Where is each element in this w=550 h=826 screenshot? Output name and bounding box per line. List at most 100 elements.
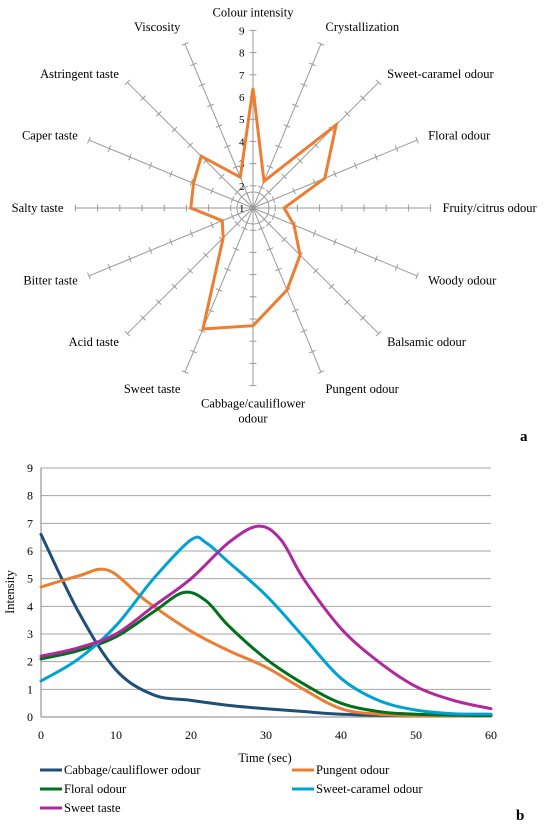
radar-tick-mark xyxy=(312,267,319,274)
radar-tick-mark xyxy=(375,79,382,86)
radar-tick-mark xyxy=(281,173,288,180)
y-tick-label: 5 xyxy=(27,572,33,586)
radar-tick-mark xyxy=(344,299,351,306)
radar-tick-mark xyxy=(198,83,206,87)
radar-tick-mark xyxy=(292,103,299,108)
x-tick-label: 50 xyxy=(410,728,422,742)
radar-tick-mark xyxy=(210,187,214,195)
x-tick-label: 60 xyxy=(485,728,497,742)
radar-tick-mark xyxy=(394,145,399,152)
radar-tick-mark xyxy=(281,236,288,243)
radar-tick-label: 4 xyxy=(239,136,245,148)
radar-tick-mark xyxy=(333,170,337,178)
radar-tick-mark xyxy=(375,330,382,337)
radar-tick-mark xyxy=(87,272,91,280)
radar-tick-mark xyxy=(169,170,173,178)
x-tick-label: 10 xyxy=(110,728,122,742)
radar-tick-mark xyxy=(271,196,276,203)
y-tick-label: 2 xyxy=(27,655,33,669)
radar-tick-mark xyxy=(271,213,276,220)
radar-tick-mark xyxy=(171,126,178,133)
radar-axis-label: Viscosity xyxy=(134,20,181,34)
radar-tick-mark xyxy=(275,144,282,149)
radar-tick-label: 1 xyxy=(239,203,245,215)
radar-tick-mark xyxy=(140,95,146,101)
radar-axis-label: Sweet-caramel odour xyxy=(387,67,494,81)
y-axis-title: Intensity xyxy=(3,569,17,613)
radar-tick-mark xyxy=(148,247,153,254)
radar-axis-label: Acid taste xyxy=(69,335,120,349)
x-tick-label: 20 xyxy=(185,728,197,742)
radar-tick-mark xyxy=(155,110,162,117)
radar-tick-mark xyxy=(234,220,241,227)
panel-label-a: a xyxy=(520,429,528,445)
radar-tick-mark xyxy=(107,145,112,152)
radar-tick-mark xyxy=(207,103,214,108)
y-tick-label: 7 xyxy=(27,516,33,530)
x-axis-title: Time (sec) xyxy=(238,751,291,765)
radar-tick-mark xyxy=(232,247,240,251)
x-tick-label: 40 xyxy=(335,728,347,742)
radar-tick-mark xyxy=(190,349,197,354)
panel-label-b: b xyxy=(516,808,524,824)
radar-tick-label: 9 xyxy=(239,25,245,37)
radar-tick-mark xyxy=(300,83,308,87)
radar-tick-mark xyxy=(353,162,358,169)
radar-tick-mark xyxy=(309,349,316,354)
series-line xyxy=(39,535,493,716)
radar-tick-mark xyxy=(360,95,366,101)
radar-tick-mark xyxy=(124,79,131,86)
radar-axis-label: Crystallization xyxy=(326,20,400,34)
radar-axis-label: Balsamic odour xyxy=(387,335,467,349)
radar-tick-mark xyxy=(415,136,419,144)
radar-tick-mark xyxy=(230,196,235,203)
radar-tick-mark xyxy=(266,247,274,251)
radar-tick-mark xyxy=(124,330,131,337)
radar-tick-mark xyxy=(353,247,358,254)
radar-tick-mark xyxy=(374,153,378,161)
radar-tick-label: 8 xyxy=(239,48,245,60)
radar-tick-mark xyxy=(283,124,291,128)
radar-tick-mark xyxy=(190,62,197,67)
radar-tick-label: 2 xyxy=(239,181,245,193)
radar-tick-mark xyxy=(128,153,132,161)
radar-tick-mark xyxy=(333,238,337,246)
radar-tick-mark xyxy=(258,185,265,190)
radar-tick-mark xyxy=(107,264,112,271)
radar-tick-mark xyxy=(215,288,223,292)
radar-axis-label: Bitter taste xyxy=(23,274,78,288)
radar-tick-label: 5 xyxy=(239,114,245,126)
radar-tick-mark xyxy=(203,252,209,258)
radar-axis-label: Cabbage/cauliflower odour xyxy=(201,397,306,426)
y-tick-label: 8 xyxy=(27,489,33,503)
radar-tick-mark xyxy=(266,165,274,169)
radar-series-line xyxy=(189,87,339,331)
radar-axis-label-line: Cabbage/cauliflower xyxy=(201,397,306,411)
radar-tick-mark xyxy=(241,226,248,231)
radar-tick-mark xyxy=(187,142,194,149)
radar-tick-mark xyxy=(140,315,146,321)
x-tick-label: 30 xyxy=(260,728,272,742)
radar-axis-label: Astringent taste xyxy=(40,67,119,81)
y-tick-label: 3 xyxy=(27,627,33,641)
radar-tick-label: 7 xyxy=(239,70,245,82)
series-line xyxy=(39,524,493,711)
radar-tick-mark xyxy=(265,220,272,227)
radar-tick-mark xyxy=(317,370,325,374)
radar-tick-mark xyxy=(258,226,265,231)
radar-tick-mark xyxy=(394,264,399,271)
radar-tick-mark xyxy=(234,189,241,196)
radar-tick-mark xyxy=(300,329,308,333)
radar-tick-mark xyxy=(275,267,282,272)
radar-tick-mark xyxy=(360,315,366,321)
radar-tick-mark xyxy=(210,221,214,229)
radar-axis-label: Colour intensity xyxy=(213,5,295,19)
radar-tick-mark xyxy=(155,299,162,306)
legend-label: Floral odour xyxy=(64,782,127,796)
series-line xyxy=(39,567,493,718)
radar-axis-label: Caper taste xyxy=(22,128,78,142)
x-tick-label: 0 xyxy=(38,728,44,742)
radar-tick-mark xyxy=(169,238,173,246)
y-tick-label: 4 xyxy=(27,599,33,613)
